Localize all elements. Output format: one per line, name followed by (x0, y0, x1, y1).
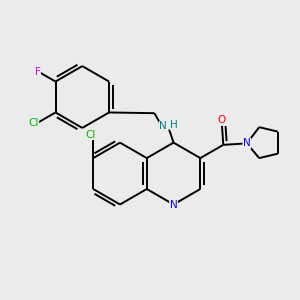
Text: Cl: Cl (28, 118, 39, 128)
Text: N: N (243, 138, 251, 148)
Text: O: O (218, 116, 226, 125)
Text: N: N (170, 200, 177, 210)
Text: Cl: Cl (85, 130, 95, 140)
Text: F: F (34, 67, 40, 77)
Text: N: N (159, 122, 167, 131)
Text: H: H (170, 120, 178, 130)
